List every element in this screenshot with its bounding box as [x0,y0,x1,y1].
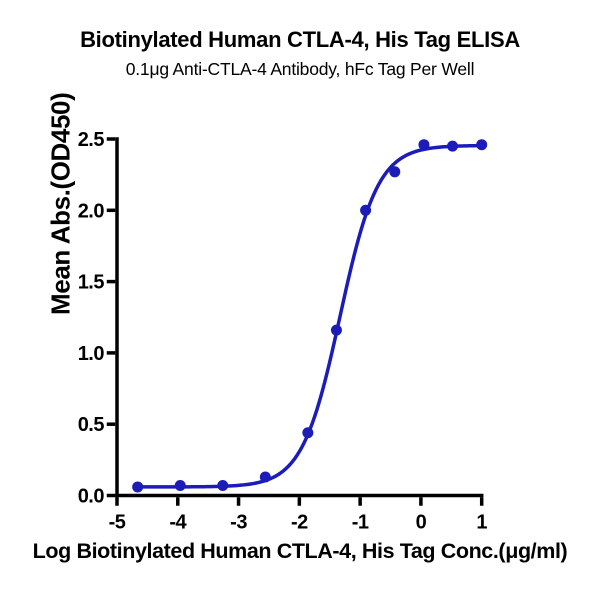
data-point [174,480,186,492]
chart-subtitle: 0.1μg Anti-CTLA-4 Antibody, hFc Tag Per … [125,59,475,79]
data-point [132,481,144,493]
x-tick-label: 0 [416,512,427,534]
x-tick-label: 1 [476,512,487,534]
data-point [447,140,459,152]
y-tick-label: 1.0 [78,343,105,365]
data-point [389,166,401,178]
x-tick-label: -4 [169,512,187,534]
data-point [418,139,430,151]
x-tick-label: -1 [352,512,369,534]
chart-title: Biotinylated Human CTLA-4, His Tag ELISA [80,27,520,52]
x-tick-label: -3 [230,512,247,534]
data-point [476,139,488,151]
x-axis-title: Log Biotinylated Human CTLA-4, His Tag C… [32,539,568,563]
data-point [302,427,314,439]
x-tick-label: -2 [291,512,308,534]
y-tick-label: 0.5 [78,414,105,436]
y-tick-label: 1.5 [78,272,105,294]
y-tick-label: 0.0 [78,486,105,508]
y-tick-label: 2.0 [78,200,105,222]
data-point [217,480,229,492]
data-point [259,471,271,483]
data-point [360,204,372,216]
x-tick-label: -5 [109,512,126,534]
data-point [330,324,342,336]
y-tick-label: 2.5 [78,129,105,151]
